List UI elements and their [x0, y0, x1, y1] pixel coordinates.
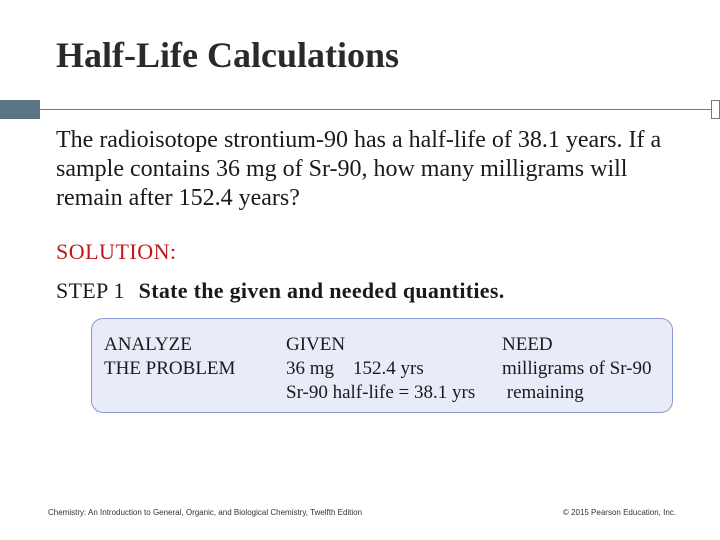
divider-accent-block: [0, 100, 40, 119]
need-header: NEED: [502, 334, 553, 355]
need-line-1: milligrams of Sr-90: [502, 358, 652, 379]
need-column: NEED milligrams of Sr-90 remaining: [502, 333, 652, 405]
step-heading: STEP 1 State the given and needed quanti…: [56, 277, 505, 305]
need-line-2: remaining: [502, 382, 584, 403]
title-divider: [0, 100, 720, 119]
step-number: STEP 1: [56, 278, 125, 303]
step-instruction: State the given and needed quantities.: [138, 278, 505, 303]
given-line-1: 36 mg 152.4 yrs: [286, 358, 424, 379]
given-column: GIVEN 36 mg 152.4 yrs Sr-90 half-life = …: [286, 333, 475, 405]
footer-copyright: © 2015 Pearson Education, Inc.: [562, 508, 676, 517]
given-line-2: Sr-90 half-life = 38.1 yrs: [286, 382, 476, 403]
analyze-column: ANALYZE THE PROBLEM: [104, 333, 235, 381]
slide-title: Half-Life Calculations: [56, 35, 399, 75]
analyze-problem-box: ANALYZE THE PROBLEM GIVEN 36 mg 152.4 yr…: [91, 318, 673, 413]
question-text: The radioisotope strontium-90 has a half…: [56, 127, 662, 211]
analyze-line-2: THE PROBLEM: [104, 358, 236, 379]
given-header: GIVEN: [286, 334, 346, 355]
divider-line: [0, 109, 720, 110]
footer-book-title: Chemistry: An Introduction to General, O…: [48, 508, 363, 517]
solution-label: SOLUTION:: [56, 239, 177, 264]
analyze-line-1: ANALYZE: [104, 334, 192, 355]
divider-end-box: [711, 100, 720, 119]
